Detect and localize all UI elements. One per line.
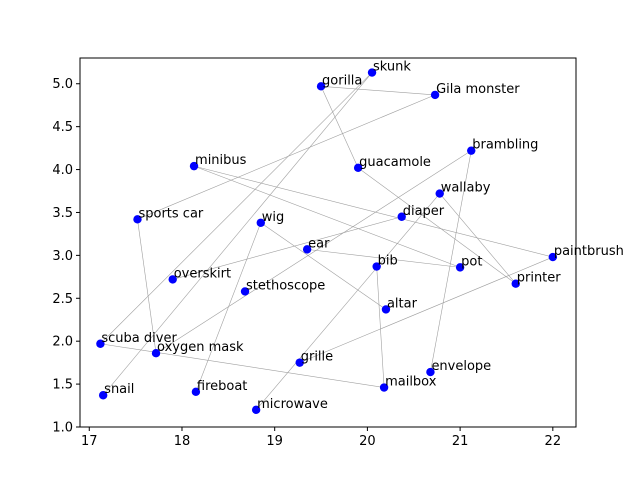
point-label-minibus: minibus	[195, 153, 247, 168]
point-diaper	[397, 212, 406, 221]
point-wallaby	[435, 189, 444, 198]
edge-gila-monster-sports-car	[137, 94, 436, 220]
point-printer	[511, 279, 520, 288]
point-scuba-diver	[96, 339, 105, 348]
y-axis: 1.0 1.5 2.0 2.5 3.0 3.5 4.0 4.5 5.0	[52, 77, 80, 436]
point-label-fireboat: fireboat	[197, 379, 248, 394]
edge-paintbrush-grille	[299, 256, 553, 363]
y-tick-label: 4.0	[52, 163, 73, 178]
point-label-overskirt: overskirt	[174, 266, 231, 281]
point-label-sports-car: sports car	[138, 206, 203, 221]
edge-bib-mailbox	[376, 266, 385, 388]
point-gorilla	[316, 82, 326, 91]
x-tick-label: 22	[545, 434, 562, 449]
edge-wallaby-microwave	[255, 193, 440, 411]
point-brambling	[467, 146, 476, 155]
edge-brambling-envelope	[430, 150, 472, 373]
point-paintbrush	[548, 252, 558, 262]
edge-gorilla-guacamole	[320, 86, 359, 168]
x-tick-label: 19	[266, 434, 283, 449]
edge-wig-altar	[260, 222, 387, 310]
point-label-microwave: microwave	[257, 397, 328, 412]
point-envelope	[426, 367, 435, 377]
point-label-grille: grille	[301, 350, 333, 365]
point-mailbox	[379, 383, 389, 392]
point-label-envelope: envelope	[431, 359, 491, 374]
edge-diaper-overskirt	[172, 216, 402, 280]
y-tick-label: 4.5	[52, 120, 73, 135]
point-altar	[381, 305, 391, 314]
y-tick-label: 1.5	[52, 378, 73, 393]
y-tick-label: 2.5	[52, 292, 73, 307]
point-label-wig: wig	[262, 210, 285, 225]
y-tick-label: 5.0	[52, 77, 73, 92]
point-label-printer: printer	[517, 271, 562, 286]
edge-guacamole-printer	[357, 167, 516, 284]
point-label-diaper: diaper	[403, 204, 445, 219]
point-oxygen-mask	[151, 349, 161, 358]
edge-minibus-pot	[193, 165, 461, 268]
point-label-snail: snail	[104, 382, 134, 397]
point-label-bib: bib	[378, 254, 398, 269]
point-label-scuba-diver: scuba diver	[101, 331, 177, 346]
edge-skunk-scuba-diver	[100, 72, 373, 344]
point-fireboat	[191, 387, 201, 397]
edge-brambling-oxygen-mask	[155, 150, 472, 354]
point-label-brambling: brambling	[472, 138, 538, 153]
edge-ear-pot	[307, 249, 461, 268]
point-label-ear: ear	[308, 236, 330, 251]
point-pot	[455, 263, 465, 272]
edge-gorilla-gila-monster	[321, 86, 436, 96]
point-label-oxygen-mask: oxygen mask	[157, 340, 244, 355]
x-axis: 17 18 19 20 21 22	[81, 427, 561, 449]
point-label-mailbox: mailbox	[385, 375, 437, 390]
point-bib	[372, 262, 381, 271]
point-microwave	[251, 405, 261, 415]
y-tick-label: 3.5	[52, 206, 73, 221]
edge-minibus-paintbrush	[193, 165, 553, 258]
point-snail	[98, 391, 108, 400]
point-wig	[256, 218, 265, 227]
point-layer	[96, 68, 558, 415]
point-guacamole	[353, 163, 363, 173]
point-label-altar: altar	[387, 296, 418, 311]
point-overskirt	[168, 275, 177, 284]
edge-scuba-diver-mailbox	[100, 343, 385, 388]
point-label-stethoscope: stethoscope	[246, 278, 325, 293]
y-tick-label: 1.0	[52, 421, 73, 436]
point-skunk	[367, 68, 377, 77]
plot-frame	[79, 57, 577, 428]
x-tick-label: 17	[81, 434, 98, 449]
point-label-wallaby: wallaby	[441, 181, 491, 196]
point-minibus	[189, 161, 199, 171]
point-sports-car	[133, 215, 142, 224]
point-label-skunk: skunk	[373, 60, 411, 75]
x-tick-label: 20	[359, 434, 376, 449]
point-label-pot: pot	[461, 254, 482, 269]
point-ear	[302, 245, 312, 254]
point-label-guacamole: guacamole	[359, 155, 431, 170]
edge-sports-car-oxygen-mask	[137, 219, 157, 354]
point-grille	[295, 358, 304, 367]
edge-wallaby-printer	[439, 193, 516, 284]
x-tick-label: 18	[174, 434, 191, 449]
point-label-layer: skunk gorilla Gila monster brambling minibus…	[101, 60, 623, 412]
x-tick-label: 21	[452, 434, 469, 449]
y-tick-label: 3.0	[52, 249, 73, 264]
point-label-gila-monster: Gila monster	[436, 82, 520, 97]
edge-layer	[100, 72, 553, 411]
point-gila-monster	[430, 90, 440, 100]
edge-skunk-snail	[102, 72, 373, 396]
point-stethoscope	[240, 287, 250, 296]
y-tick-label: 2.0	[52, 335, 73, 350]
point-label-gorilla: gorilla	[322, 73, 362, 88]
edge-wig-fireboat	[195, 222, 262, 392]
point-label-paintbrush: paintbrush	[554, 244, 624, 259]
